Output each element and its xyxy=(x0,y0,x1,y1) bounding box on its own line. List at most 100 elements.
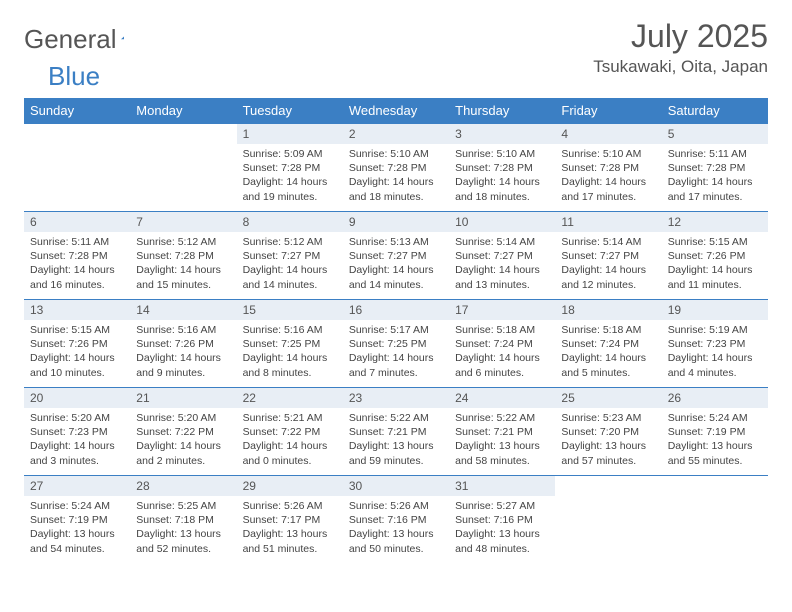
calendar-header-row: SundayMondayTuesdayWednesdayThursdayFrid… xyxy=(24,98,768,124)
logo-text-1: General xyxy=(24,24,117,55)
day-number: 23 xyxy=(343,388,449,408)
day-info: Sunrise: 5:22 AMSunset: 7:21 PMDaylight:… xyxy=(449,408,555,474)
day-number: 20 xyxy=(24,388,130,408)
calendar-row: 13Sunrise: 5:15 AMSunset: 7:26 PMDayligh… xyxy=(24,300,768,388)
day-info: Sunrise: 5:21 AMSunset: 7:22 PMDaylight:… xyxy=(237,408,343,474)
day-number: 9 xyxy=(343,212,449,232)
day-number: 8 xyxy=(237,212,343,232)
day-cell: 7Sunrise: 5:12 AMSunset: 7:28 PMDaylight… xyxy=(130,212,236,300)
day-cell: 19Sunrise: 5:19 AMSunset: 7:23 PMDayligh… xyxy=(662,300,768,388)
day-info: Sunrise: 5:23 AMSunset: 7:20 PMDaylight:… xyxy=(555,408,661,474)
day-info: Sunrise: 5:17 AMSunset: 7:25 PMDaylight:… xyxy=(343,320,449,386)
weekday-header: Friday xyxy=(555,98,661,124)
day-info: Sunrise: 5:12 AMSunset: 7:27 PMDaylight:… xyxy=(237,232,343,298)
empty-cell xyxy=(555,476,661,564)
day-number: 15 xyxy=(237,300,343,320)
day-info: Sunrise: 5:10 AMSunset: 7:28 PMDaylight:… xyxy=(449,144,555,210)
weekday-header: Sunday xyxy=(24,98,130,124)
day-cell: 23Sunrise: 5:22 AMSunset: 7:21 PMDayligh… xyxy=(343,388,449,476)
day-info: Sunrise: 5:10 AMSunset: 7:28 PMDaylight:… xyxy=(343,144,449,210)
day-cell: 15Sunrise: 5:16 AMSunset: 7:25 PMDayligh… xyxy=(237,300,343,388)
day-cell: 30Sunrise: 5:26 AMSunset: 7:16 PMDayligh… xyxy=(343,476,449,564)
day-number: 21 xyxy=(130,388,236,408)
day-number: 7 xyxy=(130,212,236,232)
day-info: Sunrise: 5:12 AMSunset: 7:28 PMDaylight:… xyxy=(130,232,236,298)
day-info: Sunrise: 5:11 AMSunset: 7:28 PMDaylight:… xyxy=(24,232,130,298)
day-number: 19 xyxy=(662,300,768,320)
day-info: Sunrise: 5:13 AMSunset: 7:27 PMDaylight:… xyxy=(343,232,449,298)
title-block: July 2025 Tsukawaki, Oita, Japan xyxy=(593,18,768,77)
day-cell: 25Sunrise: 5:23 AMSunset: 7:20 PMDayligh… xyxy=(555,388,661,476)
day-info: Sunrise: 5:27 AMSunset: 7:16 PMDaylight:… xyxy=(449,496,555,562)
day-cell: 18Sunrise: 5:18 AMSunset: 7:24 PMDayligh… xyxy=(555,300,661,388)
day-number: 18 xyxy=(555,300,661,320)
calendar-row: 1Sunrise: 5:09 AMSunset: 7:28 PMDaylight… xyxy=(24,124,768,212)
day-cell: 22Sunrise: 5:21 AMSunset: 7:22 PMDayligh… xyxy=(237,388,343,476)
day-cell: 21Sunrise: 5:20 AMSunset: 7:22 PMDayligh… xyxy=(130,388,236,476)
day-cell: 24Sunrise: 5:22 AMSunset: 7:21 PMDayligh… xyxy=(449,388,555,476)
calendar-row: 20Sunrise: 5:20 AMSunset: 7:23 PMDayligh… xyxy=(24,388,768,476)
calendar-row: 6Sunrise: 5:11 AMSunset: 7:28 PMDaylight… xyxy=(24,212,768,300)
day-number: 3 xyxy=(449,124,555,144)
empty-cell xyxy=(130,124,236,212)
day-info: Sunrise: 5:18 AMSunset: 7:24 PMDaylight:… xyxy=(555,320,661,386)
day-cell: 9Sunrise: 5:13 AMSunset: 7:27 PMDaylight… xyxy=(343,212,449,300)
day-cell: 2Sunrise: 5:10 AMSunset: 7:28 PMDaylight… xyxy=(343,124,449,212)
day-number: 30 xyxy=(343,476,449,496)
day-info: Sunrise: 5:20 AMSunset: 7:22 PMDaylight:… xyxy=(130,408,236,474)
month-title: July 2025 xyxy=(593,18,768,55)
weekday-header: Wednesday xyxy=(343,98,449,124)
day-cell: 27Sunrise: 5:24 AMSunset: 7:19 PMDayligh… xyxy=(24,476,130,564)
day-info: Sunrise: 5:09 AMSunset: 7:28 PMDaylight:… xyxy=(237,144,343,210)
calendar-row: 27Sunrise: 5:24 AMSunset: 7:19 PMDayligh… xyxy=(24,476,768,564)
day-info: Sunrise: 5:26 AMSunset: 7:17 PMDaylight:… xyxy=(237,496,343,562)
day-cell: 12Sunrise: 5:15 AMSunset: 7:26 PMDayligh… xyxy=(662,212,768,300)
logo-text-2: Blue xyxy=(48,61,100,92)
day-cell: 20Sunrise: 5:20 AMSunset: 7:23 PMDayligh… xyxy=(24,388,130,476)
day-info: Sunrise: 5:15 AMSunset: 7:26 PMDaylight:… xyxy=(662,232,768,298)
day-cell: 3Sunrise: 5:10 AMSunset: 7:28 PMDaylight… xyxy=(449,124,555,212)
day-cell: 1Sunrise: 5:09 AMSunset: 7:28 PMDaylight… xyxy=(237,124,343,212)
day-number: 25 xyxy=(555,388,661,408)
day-info: Sunrise: 5:20 AMSunset: 7:23 PMDaylight:… xyxy=(24,408,130,474)
day-info: Sunrise: 5:26 AMSunset: 7:16 PMDaylight:… xyxy=(343,496,449,562)
location: Tsukawaki, Oita, Japan xyxy=(593,57,768,77)
day-cell: 8Sunrise: 5:12 AMSunset: 7:27 PMDaylight… xyxy=(237,212,343,300)
calendar-body: 1Sunrise: 5:09 AMSunset: 7:28 PMDaylight… xyxy=(24,124,768,564)
day-cell: 17Sunrise: 5:18 AMSunset: 7:24 PMDayligh… xyxy=(449,300,555,388)
day-info: Sunrise: 5:25 AMSunset: 7:18 PMDaylight:… xyxy=(130,496,236,562)
day-cell: 29Sunrise: 5:26 AMSunset: 7:17 PMDayligh… xyxy=(237,476,343,564)
day-info: Sunrise: 5:15 AMSunset: 7:26 PMDaylight:… xyxy=(24,320,130,386)
day-number: 27 xyxy=(24,476,130,496)
day-number: 6 xyxy=(24,212,130,232)
day-cell: 14Sunrise: 5:16 AMSunset: 7:26 PMDayligh… xyxy=(130,300,236,388)
weekday-header: Tuesday xyxy=(237,98,343,124)
day-cell: 16Sunrise: 5:17 AMSunset: 7:25 PMDayligh… xyxy=(343,300,449,388)
day-info: Sunrise: 5:18 AMSunset: 7:24 PMDaylight:… xyxy=(449,320,555,386)
day-cell: 10Sunrise: 5:14 AMSunset: 7:27 PMDayligh… xyxy=(449,212,555,300)
logo: General xyxy=(24,18,145,55)
empty-cell xyxy=(662,476,768,564)
day-cell: 13Sunrise: 5:15 AMSunset: 7:26 PMDayligh… xyxy=(24,300,130,388)
day-number: 16 xyxy=(343,300,449,320)
day-number: 24 xyxy=(449,388,555,408)
weekday-header: Thursday xyxy=(449,98,555,124)
empty-cell xyxy=(24,124,130,212)
weekday-header: Monday xyxy=(130,98,236,124)
day-info: Sunrise: 5:14 AMSunset: 7:27 PMDaylight:… xyxy=(555,232,661,298)
day-number: 29 xyxy=(237,476,343,496)
day-info: Sunrise: 5:14 AMSunset: 7:27 PMDaylight:… xyxy=(449,232,555,298)
day-cell: 6Sunrise: 5:11 AMSunset: 7:28 PMDaylight… xyxy=(24,212,130,300)
day-number: 14 xyxy=(130,300,236,320)
day-number: 2 xyxy=(343,124,449,144)
day-number: 11 xyxy=(555,212,661,232)
day-info: Sunrise: 5:11 AMSunset: 7:28 PMDaylight:… xyxy=(662,144,768,210)
day-cell: 28Sunrise: 5:25 AMSunset: 7:18 PMDayligh… xyxy=(130,476,236,564)
day-info: Sunrise: 5:19 AMSunset: 7:23 PMDaylight:… xyxy=(662,320,768,386)
day-cell: 26Sunrise: 5:24 AMSunset: 7:19 PMDayligh… xyxy=(662,388,768,476)
day-number: 4 xyxy=(555,124,661,144)
day-cell: 31Sunrise: 5:27 AMSunset: 7:16 PMDayligh… xyxy=(449,476,555,564)
calendar-table: SundayMondayTuesdayWednesdayThursdayFrid… xyxy=(24,98,768,564)
day-info: Sunrise: 5:16 AMSunset: 7:26 PMDaylight:… xyxy=(130,320,236,386)
day-cell: 4Sunrise: 5:10 AMSunset: 7:28 PMDaylight… xyxy=(555,124,661,212)
